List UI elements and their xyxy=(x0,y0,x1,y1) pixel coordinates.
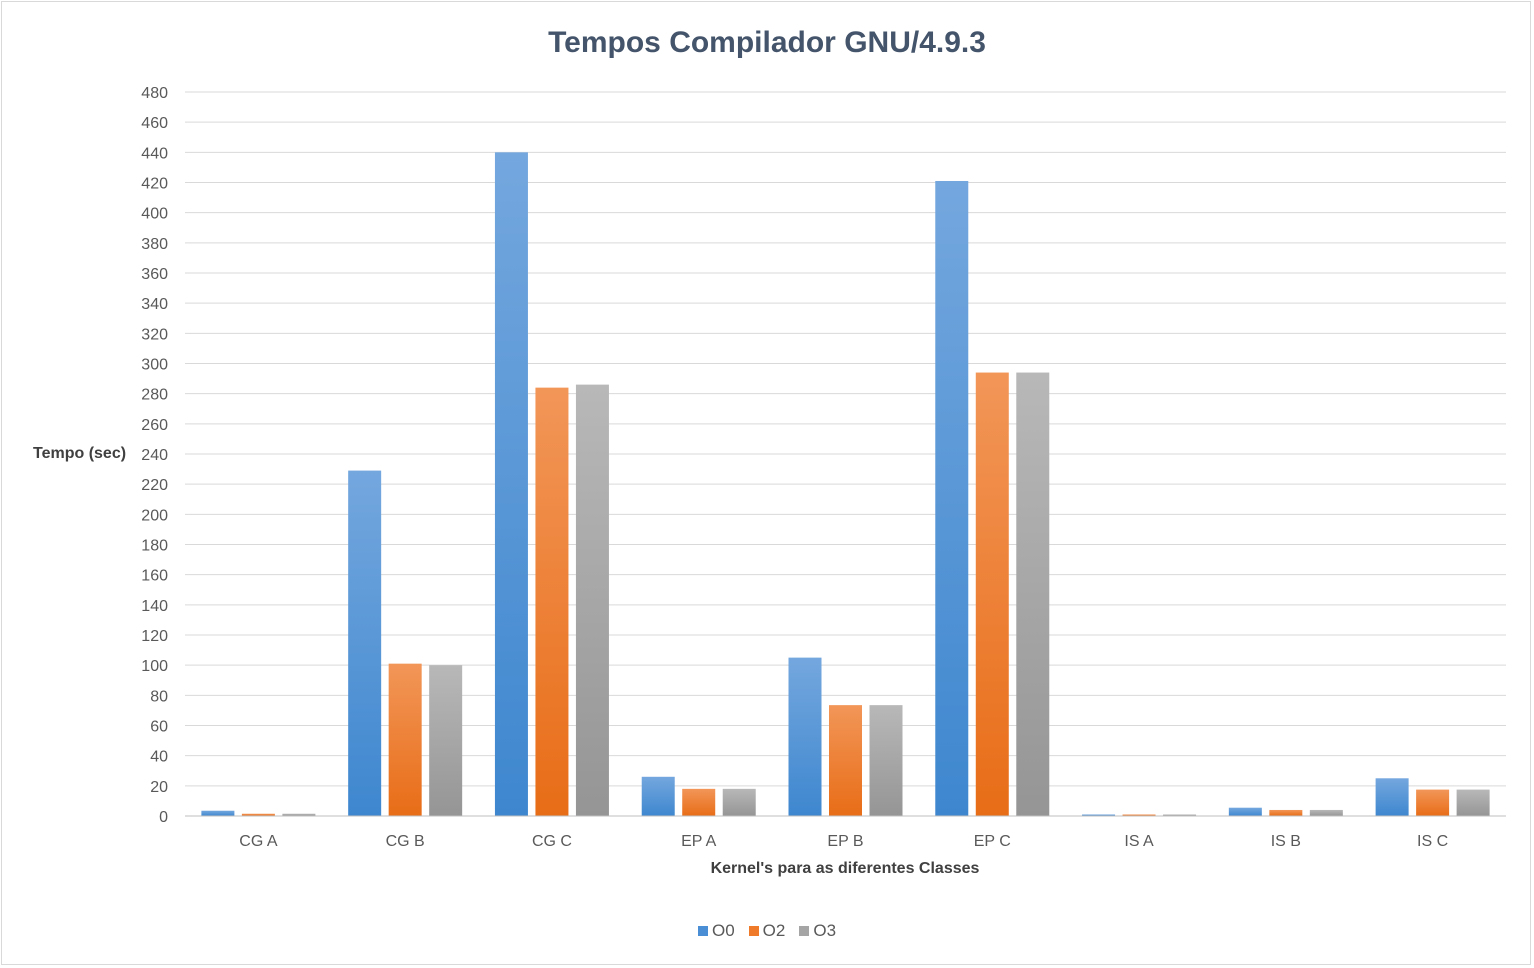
x-tick-label: IS C xyxy=(1417,833,1448,850)
bar-o2-is-a xyxy=(1122,814,1156,816)
bar-o2-is-b xyxy=(1269,809,1303,816)
y-axis-title: Tempo (sec) xyxy=(33,445,127,462)
x-tick-label: EP A xyxy=(681,833,717,850)
bar-o0-ep-b xyxy=(788,657,822,816)
y-tick-label: 140 xyxy=(141,598,168,615)
legend: O0 O2 O3 xyxy=(0,921,1534,941)
x-tick-label: CG B xyxy=(386,833,425,850)
x-tick-label: CG C xyxy=(532,833,572,850)
bar-o2-ep-a xyxy=(682,788,716,816)
y-tick-label: 460 xyxy=(141,115,168,132)
y-tick-label: 20 xyxy=(150,779,168,796)
y-tick-label: 440 xyxy=(141,145,168,162)
bar-o0-cg-a xyxy=(201,810,235,816)
bar-o3-cg-a xyxy=(282,813,316,816)
y-tick-label: 40 xyxy=(150,749,168,766)
legend-swatch-o0 xyxy=(697,926,708,936)
bar-o3-is-a xyxy=(1163,814,1197,816)
bar-o0-is-c xyxy=(1375,778,1409,816)
legend-label-o3: O3 xyxy=(813,921,837,940)
y-tick-label: 320 xyxy=(141,326,168,343)
bar-o2-is-c xyxy=(1416,789,1450,816)
legend-item-o2[interactable]: O2 xyxy=(748,921,786,941)
bar-o0-is-a xyxy=(1082,814,1116,816)
bar-o3-ep-a xyxy=(722,788,756,816)
chart-title: Tempos Compilador GNU/4.9.3 xyxy=(548,26,986,59)
legend-swatch-o3 xyxy=(799,926,810,936)
y-tick-label: 420 xyxy=(141,176,168,193)
x-tick-label: CG A xyxy=(239,833,278,850)
y-tick-label: 80 xyxy=(150,688,168,705)
bar-o2-ep-c xyxy=(975,372,1009,816)
x-axis-title: Kernel's para as diferentes Classes xyxy=(710,860,980,877)
bar-o0-cg-c xyxy=(494,152,528,817)
y-tick-label: 400 xyxy=(141,206,168,223)
y-tick-label: 60 xyxy=(150,719,168,736)
x-tick-label: EP C xyxy=(974,833,1011,850)
y-tick-label: 480 xyxy=(141,85,168,102)
bar-o0-cg-b xyxy=(348,470,382,816)
y-tick-label: 360 xyxy=(141,266,168,283)
y-tick-label: 280 xyxy=(141,387,168,404)
bar-o3-cg-c xyxy=(575,384,609,816)
bar-o2-cg-a xyxy=(241,813,275,816)
gridlines xyxy=(185,91,1506,787)
y-tick-label: 220 xyxy=(141,477,168,494)
x-tick-label: EP B xyxy=(827,833,863,850)
y-tick-label: 340 xyxy=(141,296,168,313)
y-tick-label: 160 xyxy=(141,568,168,585)
axes: 0 20 40 60 80 100 120 140 160 180 200 220 240 260 280 3… xyxy=(141,85,1506,850)
y-tick-label: 120 xyxy=(141,628,168,645)
legend-item-o0[interactable]: O0 xyxy=(697,921,735,941)
bar-o3-ep-b xyxy=(869,705,903,816)
bar-o3-ep-c xyxy=(1016,372,1050,816)
bar-o3-is-b xyxy=(1309,809,1343,816)
y-tick-label: 380 xyxy=(141,236,168,253)
x-tick-label: IS A xyxy=(1124,833,1154,850)
legend-swatch-o2 xyxy=(748,926,759,936)
y-tick-label: 260 xyxy=(141,417,168,434)
y-tick-label: 240 xyxy=(141,447,168,464)
x-tick-label: IS B xyxy=(1271,833,1301,850)
legend-label-o0: O0 xyxy=(711,921,735,940)
bar-o0-ep-a xyxy=(641,776,675,816)
bar-o2-cg-c xyxy=(535,387,569,816)
bar-o0-ep-c xyxy=(935,180,969,816)
legend-label-o2: O2 xyxy=(762,921,786,940)
bar-o3-cg-b xyxy=(429,665,463,816)
legend-item-o3[interactable]: O3 xyxy=(799,921,836,941)
y-tick-label: 300 xyxy=(141,357,168,374)
y-tick-label: 100 xyxy=(141,658,168,675)
bars xyxy=(201,152,1490,817)
y-tick-label: 180 xyxy=(141,538,168,555)
bar-o2-ep-b xyxy=(829,705,862,816)
bar-o2-cg-b xyxy=(388,663,422,816)
y-tick-label: 0 xyxy=(159,809,168,826)
bar-o3-is-c xyxy=(1456,789,1490,816)
bar-o0-is-b xyxy=(1228,807,1262,816)
y-tick-label: 200 xyxy=(141,507,168,524)
